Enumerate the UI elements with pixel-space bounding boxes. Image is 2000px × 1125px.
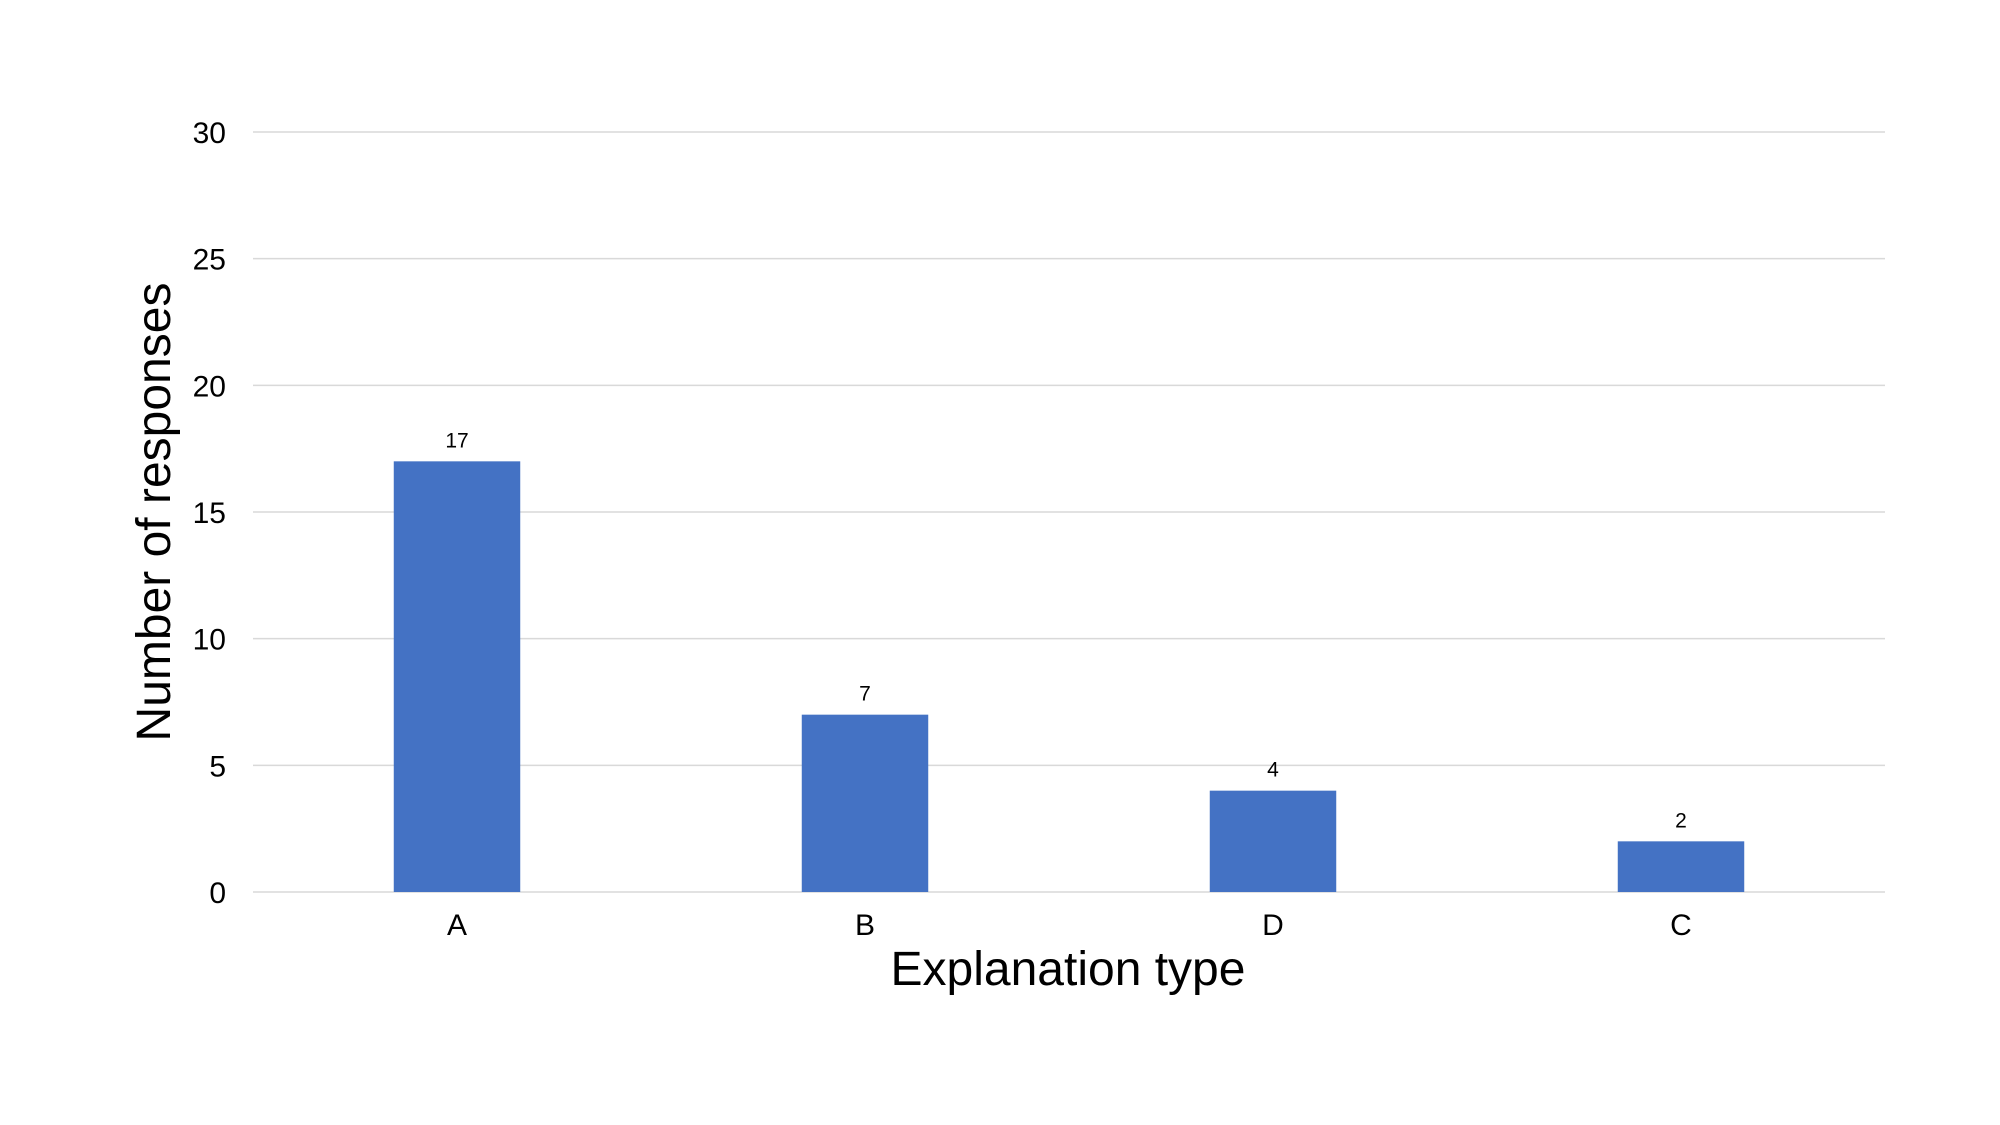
- data-label-A: 17: [445, 429, 468, 452]
- bar-A: [393, 461, 521, 892]
- y-tick-label: 0: [209, 877, 226, 910]
- data-label-C: 2: [1675, 809, 1687, 832]
- y-axis-title: Number of responses: [128, 283, 181, 742]
- y-tick-label: 20: [193, 370, 226, 403]
- gridlines: [253, 131, 1885, 893]
- x-tick-label-D: D: [1262, 909, 1284, 942]
- x-tick-label-C: C: [1670, 909, 1692, 942]
- y-tick-label: 15: [193, 497, 226, 530]
- data-labels: 17 7 4 2: [445, 429, 1687, 832]
- x-tick-label-B: B: [855, 909, 875, 942]
- y-axis-ticks: 0 5 10 15 20 25 30: [193, 117, 226, 910]
- bars: [393, 461, 1745, 892]
- bar-B: [801, 714, 929, 892]
- y-tick-label: 10: [193, 624, 226, 657]
- data-label-D: 4: [1267, 759, 1279, 782]
- x-tick-label-A: A: [447, 909, 467, 942]
- data-label-B: 7: [859, 683, 871, 706]
- y-tick-label: 30: [193, 117, 226, 150]
- bar-D: [1209, 790, 1337, 892]
- y-tick-label: 5: [209, 750, 226, 783]
- x-axis-title: Explanation type: [891, 943, 1246, 996]
- bar-C: [1617, 841, 1745, 892]
- y-tick-label: 25: [193, 244, 226, 277]
